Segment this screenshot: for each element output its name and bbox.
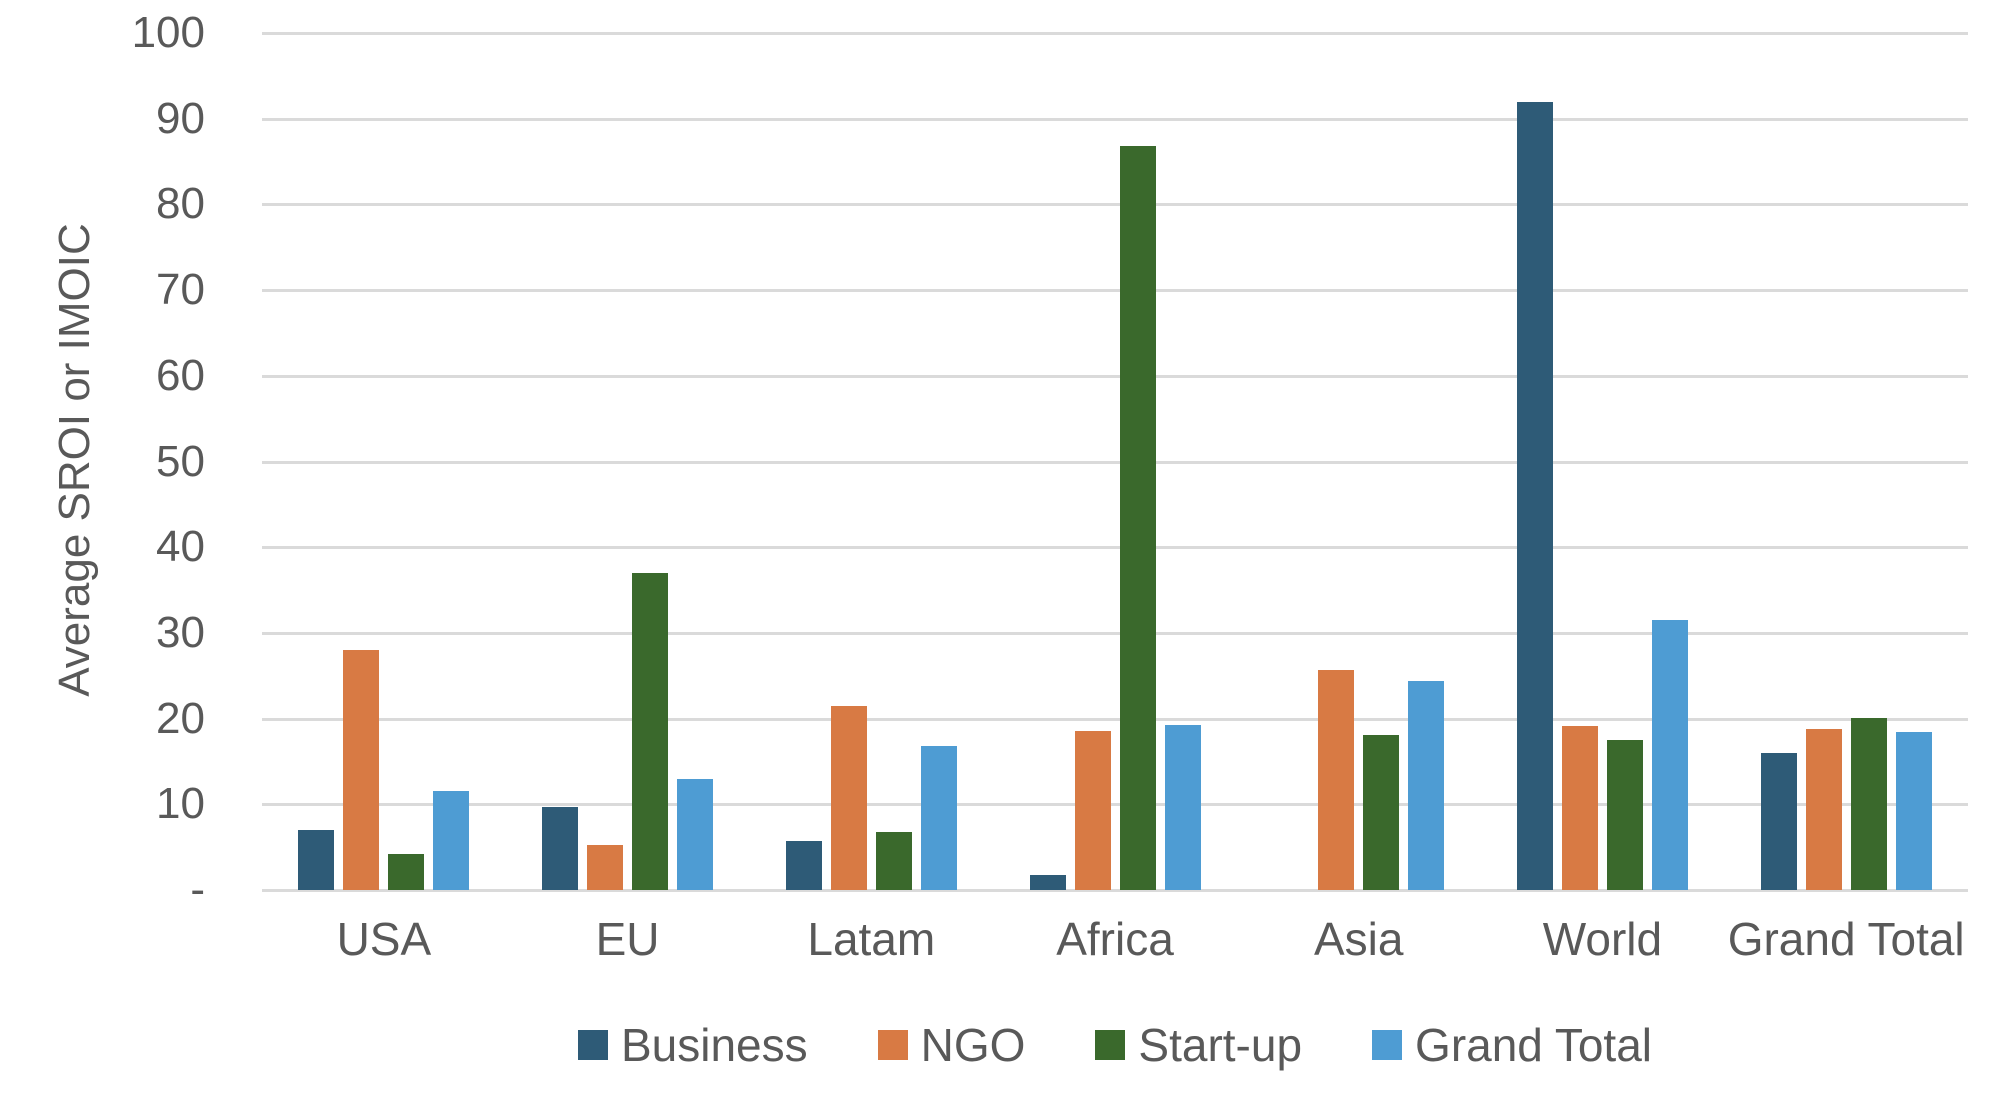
gridline-20 [262, 717, 1968, 721]
x-label-grand-total: Grand Total [1727, 913, 1965, 965]
legend: Business NGO Start-up Grand Total [262, 1018, 1968, 1072]
plot-area [262, 32, 1968, 892]
gridline-80 [262, 203, 1968, 207]
bar-ngo-latam [830, 705, 867, 890]
x-label-asia: Asia [1313, 913, 1404, 965]
bar-group-africa [993, 33, 1237, 890]
bar-grand-total-world [1651, 620, 1688, 890]
bar-grand-total-grand-total [1895, 732, 1932, 890]
legend-label: Start-up [1138, 1019, 1303, 1071]
gridline-0 [262, 889, 1968, 892]
bar-start-up-grand-total [1850, 717, 1887, 890]
y-tick-label-0: - [190, 865, 205, 914]
gridline-90 [262, 117, 1968, 121]
bar-ngo-usa [343, 650, 380, 890]
legend-item-business: Business [577, 1018, 808, 1072]
bar-start-up-usa [388, 854, 425, 890]
legend-label: NGO [920, 1019, 1026, 1071]
bar-start-up-eu [632, 572, 669, 890]
bar-ngo-grand-total [1805, 728, 1842, 890]
bar-start-up-africa [1119, 146, 1156, 890]
y-tick-label-80: 80 [156, 179, 205, 229]
y-axis-tick-labels: 100 90 80 70 60 50 40 30 20 10 - [0, 8, 205, 914]
bar-groups [262, 33, 1968, 890]
bar-group-eu [506, 33, 750, 890]
bar-start-up-world [1606, 740, 1643, 890]
legend-swatch-icon [877, 1030, 908, 1060]
legend-label: Business [620, 1019, 808, 1071]
legend-item-grand-total: Grand Total [1372, 1018, 1652, 1072]
y-tick-label-10: 10 [156, 779, 205, 829]
y-tick-label-100: 100 [131, 8, 205, 57]
bar-grand-total-latam [920, 746, 957, 890]
bar-ngo-world [1561, 726, 1598, 890]
bar-group-grand-total [1724, 33, 1968, 890]
legend-item-start-up: Start-up [1095, 1018, 1302, 1072]
y-tick-label-40: 40 [156, 522, 205, 572]
legend-swatch-icon [1095, 1030, 1126, 1060]
bar-ngo-africa [1074, 731, 1111, 890]
bar-start-up-asia [1363, 734, 1400, 890]
bar-business-latam [785, 841, 822, 890]
bar-ngo-eu [587, 845, 624, 890]
legend-swatch-icon [577, 1030, 608, 1060]
gridline-60 [262, 374, 1968, 378]
y-tick-label-90: 90 [156, 93, 205, 143]
y-tick-label-70: 70 [156, 265, 205, 315]
x-label-usa: USA [336, 913, 432, 965]
x-axis-labels: USA EU Latam Africa Asia World Grand Total [262, 912, 1968, 966]
bar-business-grand-total [1760, 752, 1797, 890]
bar-business-usa [298, 830, 335, 890]
gridline-100 [262, 32, 1968, 35]
bar-start-up-latam [875, 831, 912, 890]
y-tick-label-20: 20 [156, 693, 205, 743]
legend-swatch-icon [1372, 1030, 1403, 1060]
bar-grand-total-usa [433, 791, 470, 890]
bar-business-africa [1029, 875, 1066, 890]
y-tick-label-60: 60 [156, 350, 205, 400]
y-tick-label-50: 50 [156, 436, 205, 486]
gridline-10 [262, 803, 1968, 807]
bar-grand-total-africa [1164, 724, 1201, 890]
x-label-eu: EU [595, 913, 660, 965]
gridline-30 [262, 631, 1968, 635]
bar-group-asia [1237, 33, 1481, 890]
x-label-latam: Latam [807, 913, 936, 965]
bar-grand-total-asia [1408, 680, 1445, 890]
gridline-40 [262, 546, 1968, 550]
gridline-50 [262, 460, 1968, 464]
x-label-africa: Africa [1056, 913, 1174, 965]
legend-label: Grand Total [1415, 1019, 1653, 1071]
bar-grand-total-eu [677, 778, 714, 890]
bar-business-eu [542, 806, 579, 890]
y-tick-label-30: 30 [156, 607, 205, 657]
bar-ngo-asia [1318, 669, 1355, 890]
bar-business-world [1516, 101, 1553, 890]
legend-item-ngo: NGO [877, 1018, 1026, 1072]
bar-group-world [1481, 33, 1725, 890]
bar-group-latam [749, 33, 993, 890]
bar-group-usa [262, 33, 506, 890]
x-label-world: World [1542, 913, 1663, 965]
gridline-70 [262, 289, 1968, 293]
